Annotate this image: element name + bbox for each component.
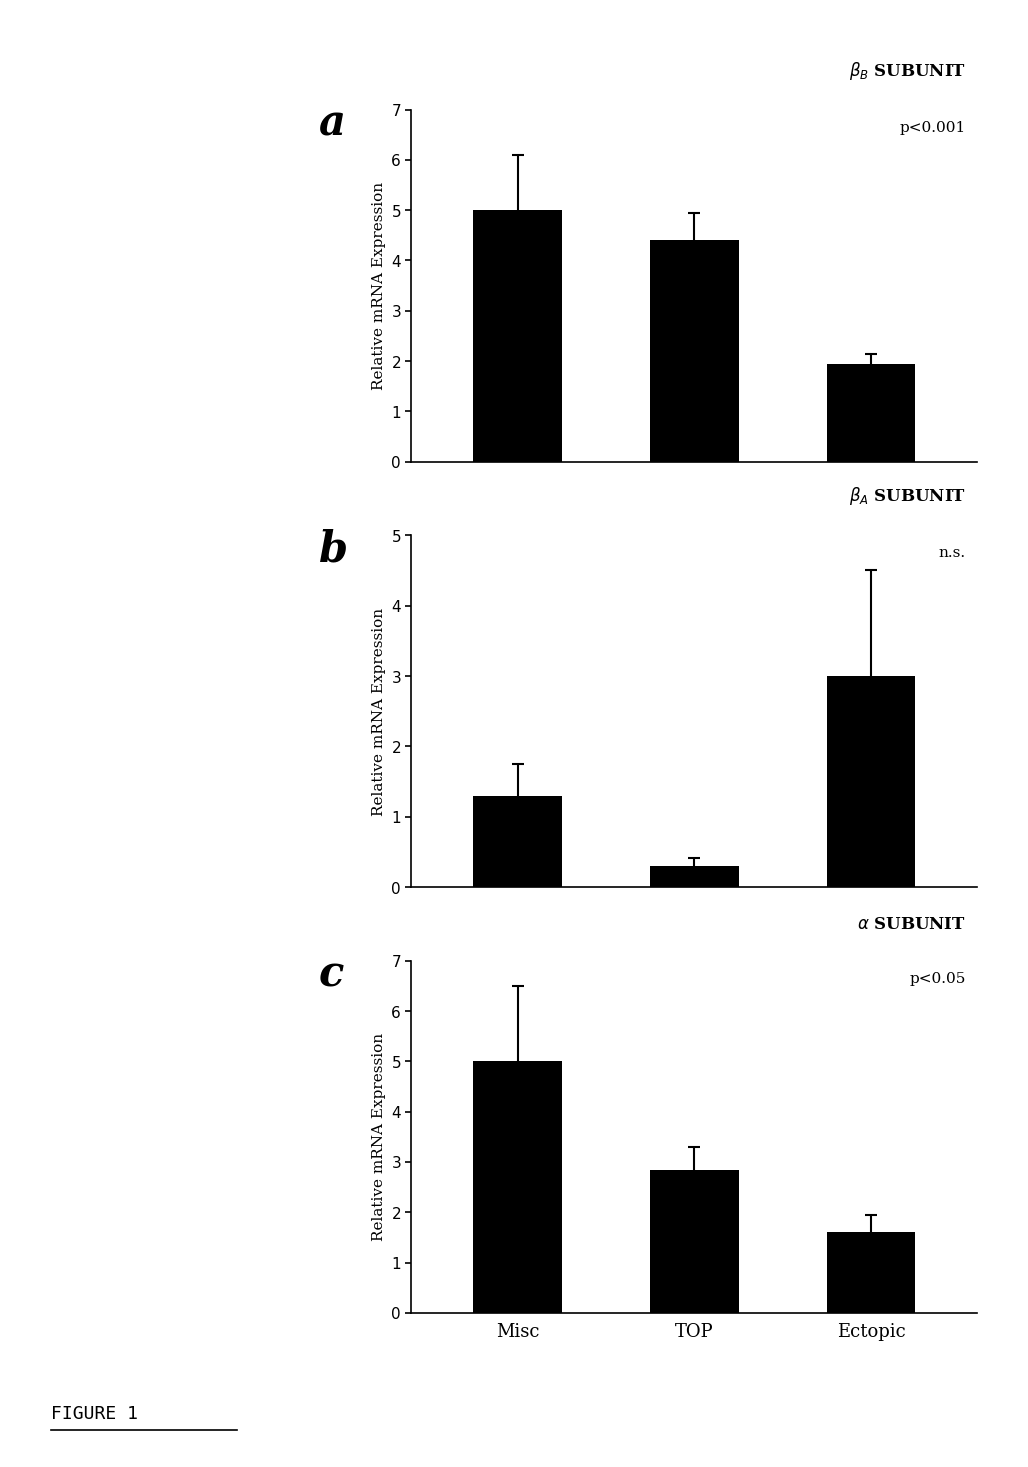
Bar <box>827 364 915 462</box>
Bar <box>650 867 738 888</box>
Bar <box>473 1062 561 1313</box>
Y-axis label: Relative mRNA Expression: Relative mRNA Expression <box>371 607 386 816</box>
Text: p<0.05: p<0.05 <box>909 971 965 986</box>
Bar <box>827 676 915 888</box>
Bar <box>473 797 561 888</box>
Bar <box>473 211 561 462</box>
Y-axis label: Relative mRNA Expression: Relative mRNA Expression <box>371 1033 386 1241</box>
Bar <box>827 1232 915 1313</box>
Text: b: b <box>319 528 347 571</box>
Text: $\alpha$ SUBUNIT: $\alpha$ SUBUNIT <box>856 915 965 933</box>
Text: $\beta_A$ SUBUNIT: $\beta_A$ SUBUNIT <box>848 486 965 508</box>
Text: FIGURE 1: FIGURE 1 <box>51 1405 139 1423</box>
Text: a: a <box>319 103 345 145</box>
Bar <box>650 1169 738 1313</box>
Text: $\beta_B$ SUBUNIT: $\beta_B$ SUBUNIT <box>848 60 965 82</box>
Text: n.s.: n.s. <box>939 546 965 560</box>
Y-axis label: Relative mRNA Expression: Relative mRNA Expression <box>371 182 386 390</box>
Bar <box>650 241 738 462</box>
Text: c: c <box>319 954 344 996</box>
Text: p<0.001: p<0.001 <box>900 120 965 135</box>
